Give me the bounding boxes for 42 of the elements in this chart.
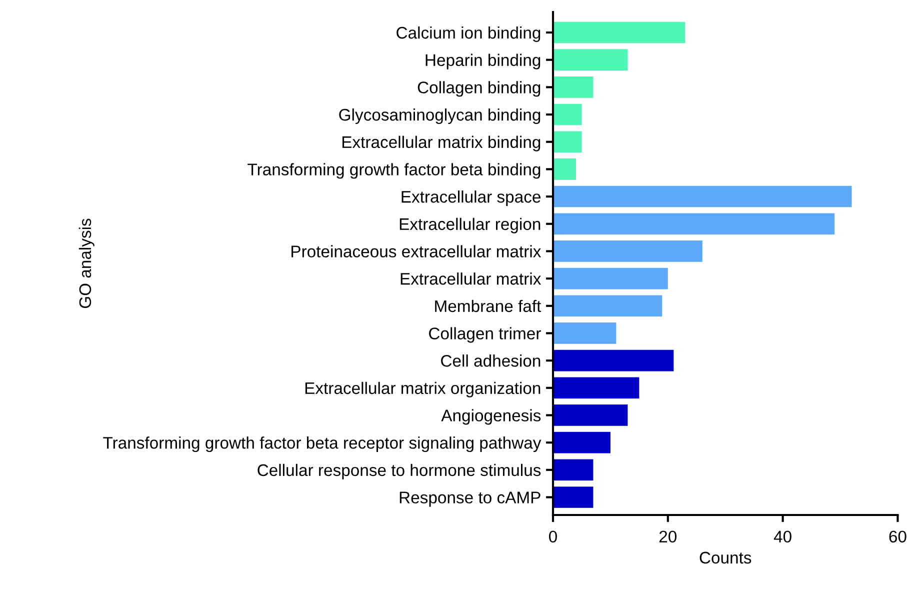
y-tick-label: Collagen trimer: [429, 327, 541, 343]
bar: [553, 186, 852, 208]
bar: [553, 295, 662, 317]
bar: [553, 104, 582, 126]
y-tick-label: Response to cAMP: [400, 492, 540, 507]
bar: [553, 268, 668, 290]
bar: [553, 404, 628, 426]
x-tick-label: 20: [659, 530, 677, 543]
y-tick-label: Heparin binding: [426, 54, 540, 70]
bar: [553, 49, 628, 70]
y-tick-label: Extracellular region: [400, 218, 540, 234]
y-tick-label: Cell adhesion: [441, 354, 540, 367]
y-tick-label: Collagen binding: [418, 81, 540, 97]
bar: [553, 322, 616, 344]
bar: [553, 213, 835, 235]
bar: [553, 350, 674, 372]
bar: [553, 486, 594, 508]
bar: [553, 131, 582, 153]
bar: [553, 432, 610, 454]
x-tick-label: 40: [774, 530, 792, 543]
x-axis-title: Counts: [700, 552, 752, 564]
bar: [553, 22, 686, 44]
y-tick-label: Extracellular matrix binding: [342, 136, 540, 152]
y-tick-label: Angiogenesis: [441, 409, 541, 425]
bar: [553, 76, 594, 98]
y-tick-label: Calcium ion binding: [396, 26, 540, 42]
y-axis-title: GO analysis: [78, 218, 94, 308]
bar: [553, 377, 640, 399]
y-tick-label: Proteinaceous extracellular matrix: [292, 245, 542, 258]
y-tick-label: Cellular response to hormone stimulus: [258, 464, 541, 480]
y-tick-label: Membrane faft: [435, 300, 542, 312]
bar: [553, 459, 594, 481]
y-tick-label: Extracellular matrix: [400, 272, 542, 285]
x-tick-label: 60: [889, 530, 906, 543]
y-tick-label: Extracellular space: [402, 190, 540, 206]
y-tick-label: Extracellular matrix organization: [305, 382, 540, 398]
bar: [553, 158, 576, 180]
y-tick-label: Transforming growth factor beta receptor signaling pathway: [103, 436, 542, 452]
y-tick-label: Transforming growth factor beta binding: [248, 163, 540, 179]
x-tick-label: 0: [549, 530, 557, 543]
y-tick-label: Glycosaminoglycan binding: [339, 108, 540, 124]
bar: [553, 240, 702, 262]
